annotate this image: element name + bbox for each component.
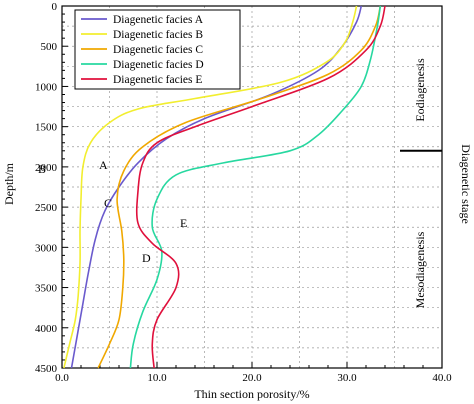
- legend-entry: Diagenetic facies E: [113, 74, 202, 86]
- x-tick-label: 0.0: [55, 372, 69, 384]
- y-tick-label: 500: [41, 41, 58, 53]
- x-tick-label: 20.0: [242, 372, 262, 384]
- curve-label-e: E: [180, 216, 187, 230]
- y-tick-label: 2000: [35, 162, 58, 174]
- y-tick-label: 2500: [35, 202, 58, 214]
- legend-entry: Diagenetic facies C: [113, 44, 203, 56]
- stage-axis-title: Diagenetic stage: [459, 144, 473, 224]
- curve-label-c: C: [104, 196, 112, 210]
- y-axis-title: Depth/m: [2, 162, 16, 205]
- y-tick-label: 4000: [35, 323, 58, 335]
- series-lines: [63, 5, 386, 369]
- x-tick-label: 30.0: [337, 372, 357, 384]
- y-tick-label: 0: [52, 1, 58, 13]
- x-tick-label: 40.0: [432, 372, 452, 384]
- series-line-e: [135, 5, 386, 369]
- y-tick-label: 1500: [35, 122, 58, 134]
- y-tick-label: 4500: [35, 363, 58, 375]
- x-axis-title: Thin section porosity/%: [194, 387, 309, 401]
- y-tick-label: 1000: [35, 81, 58, 93]
- x-tick-label: 10.0: [147, 372, 167, 384]
- series-line-d: [129, 5, 382, 369]
- y-tick-label: 3000: [35, 242, 58, 254]
- stage-upper-label: Eodiagenesis: [413, 58, 427, 122]
- stage-lower-label: Mesodiagenesis: [413, 231, 427, 308]
- legend: Diagenetic facies A Diagenetic facies B Di…: [74, 9, 241, 90]
- axis-ticks: 0.0 10.0 20.0 30.0 40.0 0 500 1000 1500 2000 2500 3…: [35, 1, 452, 384]
- curve-label-a: A: [99, 158, 108, 172]
- series-line-c: [97, 5, 382, 369]
- legend-entry: Diagenetic facies D: [113, 59, 204, 71]
- legend-entry: Diagenetic facies A: [113, 14, 204, 26]
- curve-label-d: D: [142, 251, 151, 265]
- series-line-b: [63, 5, 358, 369]
- curve-label-b: B: [38, 162, 46, 176]
- curve-labels: A B C D E: [38, 158, 187, 265]
- legend-entry: Diagenetic facies B: [113, 29, 203, 41]
- y-tick-label: 3500: [35, 283, 58, 295]
